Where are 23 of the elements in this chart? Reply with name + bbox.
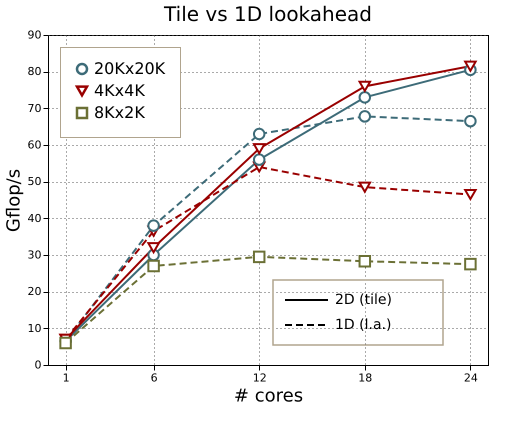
x-tick-label: 12 — [252, 372, 267, 384]
chart-title: Tile vs 1D lookahead — [163, 2, 372, 26]
x-axis-title: # cores — [234, 386, 304, 406]
y-axis-title: Gflop/s — [4, 168, 25, 232]
y-tick-label: 70 — [28, 102, 42, 115]
y-tick-label: 40 — [28, 212, 42, 225]
x-tick-label: 1 — [62, 372, 70, 384]
x-tick-label: 18 — [358, 372, 372, 384]
x-tick-label: 6 — [150, 372, 158, 384]
legend-label: 20Kx20K — [94, 59, 166, 78]
y-tick-label: 60 — [28, 138, 42, 152]
annotation: 1D (l.a.) — [335, 317, 392, 333]
y-tick-label: 30 — [28, 248, 42, 262]
y-tick-label: 50 — [28, 175, 42, 188]
y-tick-label: 90 — [28, 28, 42, 42]
y-tick-label: 20 — [28, 285, 42, 298]
y-tick-label: 80 — [28, 65, 42, 78]
annotation: 2D (tile) — [335, 292, 392, 308]
y-tick-label: 0 — [34, 358, 42, 372]
legend-label: 4Kx4K — [94, 81, 146, 100]
y-tick-label: 10 — [28, 322, 42, 335]
x-tick-label: 24 — [464, 372, 478, 384]
legend-label: 8Kx2K — [94, 103, 146, 122]
